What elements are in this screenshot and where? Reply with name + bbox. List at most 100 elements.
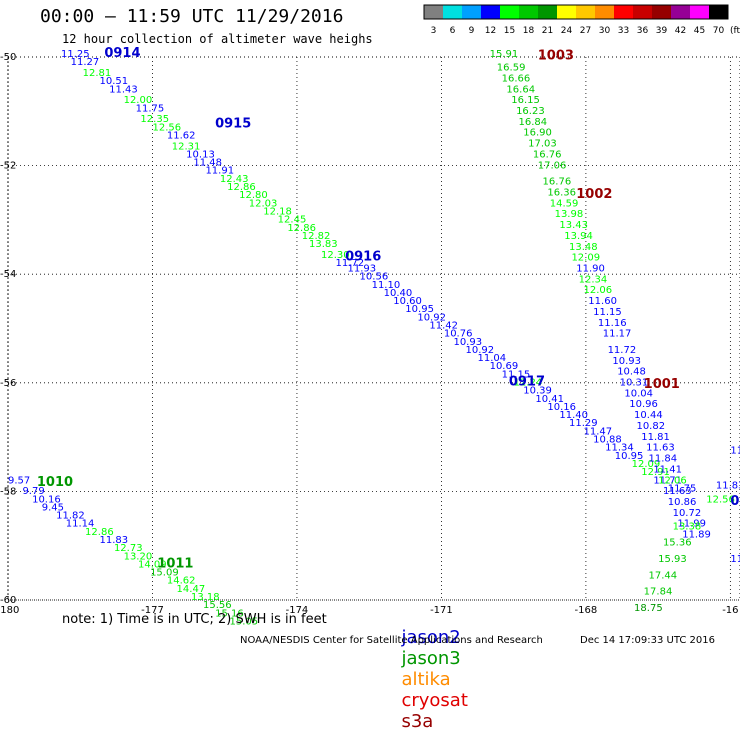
credit-line: NOAA/NESDIS Center for Satellite Applica… bbox=[240, 635, 543, 646]
swh-value-label: 13.20 bbox=[124, 551, 153, 562]
legend-s3a: s3a bbox=[401, 711, 434, 732]
pass-label: 0915 bbox=[215, 117, 251, 132]
scale-swatch bbox=[576, 5, 595, 19]
swh-value-label: 12.06 bbox=[658, 475, 687, 486]
generated-timestamp: Dec 14 17:09:33 UTC 2016 bbox=[580, 635, 715, 646]
swh-value-label: 16.90 bbox=[523, 128, 552, 139]
swh-value-label: 15.09 bbox=[150, 568, 179, 579]
swh-value-label: 11.17 bbox=[603, 329, 632, 340]
swh-value-label: 10.72 bbox=[673, 508, 702, 519]
pass-label: 1003 bbox=[538, 49, 574, 64]
swh-value-label: 17.06 bbox=[538, 160, 567, 171]
swh-value-label: 12.80 bbox=[239, 190, 268, 201]
swh-value-label: 13.98 bbox=[555, 209, 584, 220]
swh-value-label: 11.15 bbox=[502, 369, 531, 380]
swh-value-label: 17.03 bbox=[528, 139, 557, 150]
swh-value-label: 11.16 bbox=[598, 318, 627, 329]
scale-swatch bbox=[538, 5, 557, 19]
swh-value-label: 11.60 bbox=[588, 296, 617, 307]
swh-value-label: 12.91 bbox=[641, 467, 670, 478]
scale-label: 45 bbox=[694, 26, 705, 36]
swh-value-label: 16.64 bbox=[506, 84, 535, 95]
swh-value-label: 15.56 bbox=[203, 600, 232, 611]
x-tick-label: -180 bbox=[0, 605, 19, 616]
swh-value-label: 12.86 bbox=[287, 223, 316, 234]
swh-value-label: 9.57 bbox=[8, 475, 30, 486]
swh-value-label: 12.24 bbox=[514, 378, 543, 389]
pass-label: 1002 bbox=[576, 187, 612, 202]
pass-label: 1001 bbox=[644, 377, 680, 392]
swh-value-label: 10.13 bbox=[186, 149, 215, 160]
swh-value-label: 10.82 bbox=[636, 421, 665, 432]
swh-value-label: 11.47 bbox=[583, 426, 612, 437]
swh-value-label: 16.15 bbox=[511, 95, 540, 106]
swh-value-label: 11.4 bbox=[730, 445, 740, 456]
swh-value-label: 12.06 bbox=[583, 285, 612, 296]
scale-swatch bbox=[462, 5, 481, 19]
swh-value-label: 12.43 bbox=[220, 174, 249, 185]
scale-label: 15 bbox=[504, 26, 515, 36]
swh-value-label: 10.92 bbox=[466, 345, 495, 356]
swh-value-label: 11.0 bbox=[730, 554, 740, 565]
swh-value-label: 13.18 bbox=[191, 592, 220, 603]
swh-value-label: 10.16 bbox=[32, 494, 61, 505]
swh-value-label: 11.93 bbox=[348, 263, 377, 274]
swh-value-label: 12.86 bbox=[85, 527, 114, 538]
swh-value-label: 12.00 bbox=[124, 95, 153, 106]
scale-swatch bbox=[690, 5, 709, 19]
swh-value-label: 15.16 bbox=[215, 608, 244, 619]
swh-value-label: 14.59 bbox=[550, 198, 579, 209]
swh-value-label: 11.89 bbox=[682, 530, 711, 541]
swh-value-label: 16.76 bbox=[533, 149, 562, 160]
swh-value-label: 10.60 bbox=[393, 296, 422, 307]
swh-value-label: 12.03 bbox=[249, 198, 278, 209]
swh-value-label: 11.83 bbox=[100, 535, 129, 546]
swh-value-label: 14.09 bbox=[138, 559, 167, 570]
x-tick-label: -16 bbox=[722, 605, 738, 616]
scale-label: 21 bbox=[542, 26, 553, 36]
scale-swatch bbox=[557, 5, 576, 19]
legend-cryosat: cryosat bbox=[401, 690, 468, 711]
swh-value-label: 10.86 bbox=[668, 497, 697, 508]
scale-label: 6 bbox=[450, 26, 456, 36]
scale-swatch bbox=[671, 5, 690, 19]
swh-value-label: 11.91 bbox=[205, 166, 234, 177]
swh-value-label: 11.63 bbox=[646, 443, 675, 454]
scale-label: 3 bbox=[431, 26, 437, 36]
swh-value-label: 10.51 bbox=[100, 76, 129, 87]
swh-value-label: 10.95 bbox=[405, 304, 434, 315]
swh-value-label: 16.76 bbox=[543, 177, 572, 188]
swh-value-label: 12.35 bbox=[140, 114, 169, 125]
swh-value-label: 14.47 bbox=[177, 584, 206, 595]
swh-value-label: 13.38 bbox=[673, 521, 702, 532]
swh-value-label: 11.84 bbox=[649, 454, 678, 465]
swh-value-label: 13.94 bbox=[564, 231, 593, 242]
swh-value-label: 11.82 bbox=[56, 511, 85, 522]
scale-label: 42 bbox=[675, 26, 686, 36]
scale-label: 27 bbox=[580, 26, 591, 36]
swh-value-label: 11.43 bbox=[109, 84, 138, 95]
swh-value-label: 12.31 bbox=[172, 141, 201, 152]
swh-value-label: 10.44 bbox=[634, 410, 663, 421]
satellite-legend: jason2 jason3 altika cryosat s3a bbox=[390, 606, 478, 732]
pass-label: 0917 bbox=[509, 375, 545, 390]
swh-value-label: 11.75 bbox=[668, 483, 697, 494]
scale-swatch bbox=[500, 5, 519, 19]
pass-label: 0918 bbox=[730, 494, 740, 509]
swh-value-label: 10.56 bbox=[360, 272, 389, 283]
scale-swatch bbox=[633, 5, 652, 19]
swh-value-label: 12.34 bbox=[579, 274, 608, 285]
swh-value-label: 15.36 bbox=[663, 538, 692, 549]
scale-label: 24 bbox=[561, 26, 573, 36]
swh-value-label: 10.40 bbox=[384, 288, 413, 299]
scale-swatch bbox=[481, 5, 500, 19]
swh-value-label: 16.84 bbox=[518, 117, 547, 128]
swh-value-label: 12.86 bbox=[227, 182, 256, 193]
swh-value-label: 12.30 bbox=[321, 250, 350, 261]
swh-value-label: 15.93 bbox=[658, 554, 687, 565]
swh-value-label: 11.83 bbox=[716, 481, 740, 492]
pass-label: 0914 bbox=[104, 46, 140, 61]
swh-value-label: 14.62 bbox=[167, 576, 196, 587]
y-tick-label: -58 bbox=[0, 486, 16, 497]
swh-value-label: 11.99 bbox=[677, 519, 706, 530]
